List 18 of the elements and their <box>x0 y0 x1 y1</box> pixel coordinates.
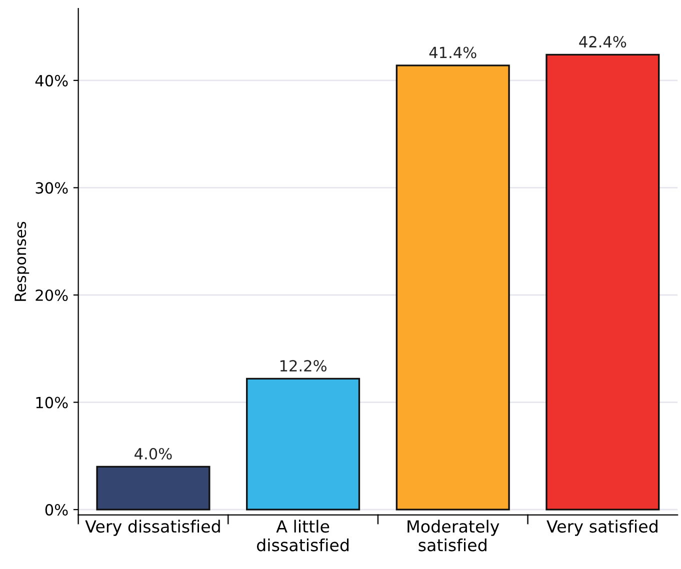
data-label: 41.4% <box>429 46 476 58</box>
y-tick-label: 30% <box>36 182 68 194</box>
y-tick-label: 0% <box>45 504 68 516</box>
x-tick-label: Very dissatisfied <box>85 520 220 536</box>
x-tick-label: Very satisfied <box>546 520 658 536</box>
data-label: 12.2% <box>280 360 326 372</box>
x-tick-label: A little dissatisfied <box>256 520 349 552</box>
y-tick-label: 40% <box>35 74 68 86</box>
y-axis-title: Responses <box>14 222 30 301</box>
y-tick-label: 20% <box>36 289 68 302</box>
bar <box>546 54 660 510</box>
bar <box>396 64 510 510</box>
data-label: 42.4% <box>579 36 626 48</box>
bar <box>246 378 360 510</box>
data-label: 4.0% <box>134 448 172 460</box>
bar <box>96 466 210 510</box>
y-tick-label: 10% <box>36 396 68 408</box>
x-tick-label: Moderately satisfied <box>408 520 500 552</box>
